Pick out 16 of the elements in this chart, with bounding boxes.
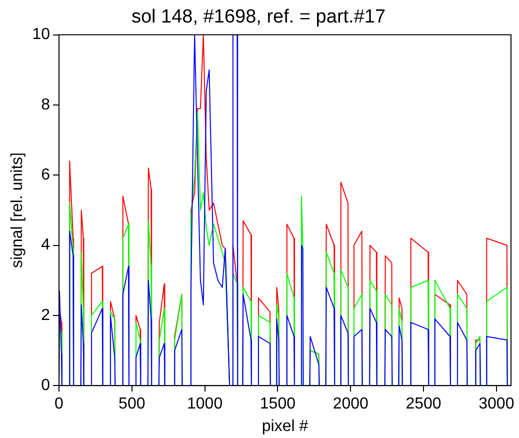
x-tick-label: 1500 bbox=[260, 396, 296, 413]
x-tick-label: 0 bbox=[54, 396, 64, 413]
x-tick-label: 3000 bbox=[478, 396, 514, 413]
x-tick-label: 500 bbox=[118, 396, 146, 413]
x-tick-label: 1000 bbox=[187, 396, 223, 413]
y-tick-label: 2 bbox=[41, 306, 50, 324]
x-axis-title: pixel # bbox=[262, 418, 308, 435]
chart-title: sol 148, #1698, ref. = part.#17 bbox=[131, 6, 386, 28]
x-tick-label: 2000 bbox=[332, 396, 369, 413]
y-tick-label: 6 bbox=[41, 166, 50, 184]
y-tick-label: 8 bbox=[41, 96, 50, 114]
y-tick-label: 10 bbox=[32, 26, 50, 44]
y-tick-label: 4 bbox=[41, 236, 50, 254]
x-tick-label: 2500 bbox=[406, 396, 442, 413]
y-axis-title: signal [rel. units] bbox=[9, 152, 26, 268]
y-tick-label: 0 bbox=[41, 377, 50, 394]
